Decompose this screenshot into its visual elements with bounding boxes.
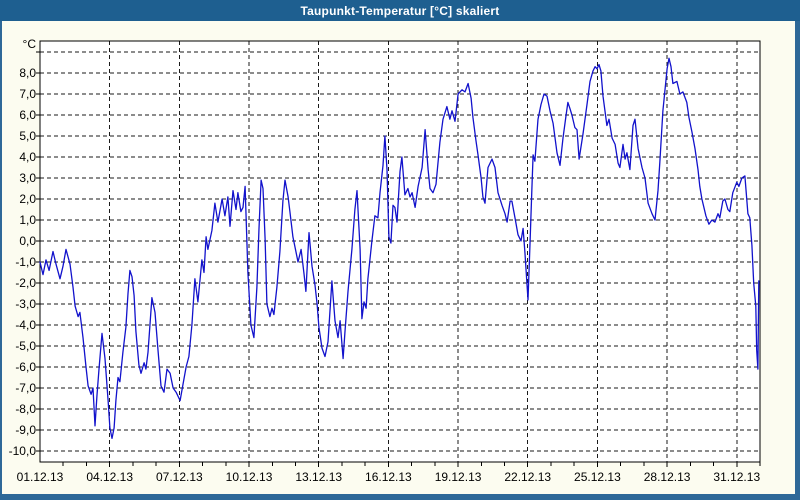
- svg-text:-6,0: -6,0: [15, 360, 36, 374]
- svg-text:-7,0: -7,0: [15, 381, 36, 395]
- svg-text:1,0: 1,0: [19, 213, 36, 227]
- y-axis-labels: 8,0 7,0 6,0 5,0 4,0 3,0 2,0 1,0 0,0 -1,0 -2,0 -3,0 -…: [9, 66, 37, 458]
- svg-text:4,0: 4,0: [19, 150, 36, 164]
- svg-text:6,0: 6,0: [19, 108, 36, 122]
- svg-text:-9,0: -9,0: [15, 423, 36, 437]
- plot-background: [40, 41, 760, 462]
- svg-text:01.12.13: 01.12.13: [17, 470, 64, 484]
- svg-text:0,0: 0,0: [19, 234, 36, 248]
- grid-horizontal: [40, 51, 760, 452]
- svg-text:16.12.13: 16.12.13: [365, 470, 412, 484]
- svg-text:7,0: 7,0: [19, 87, 36, 101]
- x-axis-ticks: [62, 462, 761, 467]
- window-titlebar: Taupunkt-Temperatur [°C] skaliert: [0, 0, 800, 21]
- svg-text:04.12.13: 04.12.13: [86, 470, 133, 484]
- svg-text:-2,0: -2,0: [15, 276, 36, 290]
- x-axis-labels: 01.12.13 04.12.13 07.12.13 10.12.13 13.12.13…: [17, 470, 761, 484]
- svg-text:10.12.13: 10.12.13: [226, 470, 273, 484]
- temperature-line: [39, 57, 760, 440]
- svg-text:22.12.13: 22.12.13: [504, 470, 551, 484]
- svg-text:-5,0: -5,0: [15, 339, 36, 353]
- svg-text:-10,0: -10,0: [9, 444, 37, 458]
- svg-text:31.12.13: 31.12.13: [713, 470, 760, 484]
- series-taupunkt-temperatur: [39, 57, 760, 440]
- svg-text:8,0: 8,0: [19, 66, 36, 80]
- svg-text:07.12.13: 07.12.13: [156, 470, 203, 484]
- svg-text:-1,0: -1,0: [15, 255, 36, 269]
- svg-text:-8,0: -8,0: [15, 402, 36, 416]
- y-unit-label: °C: [23, 37, 37, 51]
- svg-text:25.12.13: 25.12.13: [574, 470, 621, 484]
- svg-text:19.12.13: 19.12.13: [435, 470, 482, 484]
- plot-border: [39, 40, 761, 463]
- svg-text:28.12.13: 28.12.13: [644, 470, 691, 484]
- window-title: Taupunkt-Temperatur [°C] skaliert: [300, 3, 500, 18]
- svg-text:13.12.13: 13.12.13: [295, 470, 342, 484]
- svg-text:-3,0: -3,0: [15, 297, 36, 311]
- svg-text:-4,0: -4,0: [15, 318, 36, 332]
- svg-text:2,0: 2,0: [19, 192, 36, 206]
- svg-text:°C: °C: [23, 37, 37, 51]
- svg-text:5,0: 5,0: [19, 129, 36, 143]
- grid-vertical: [109, 41, 738, 462]
- svg-text:3,0: 3,0: [19, 171, 36, 185]
